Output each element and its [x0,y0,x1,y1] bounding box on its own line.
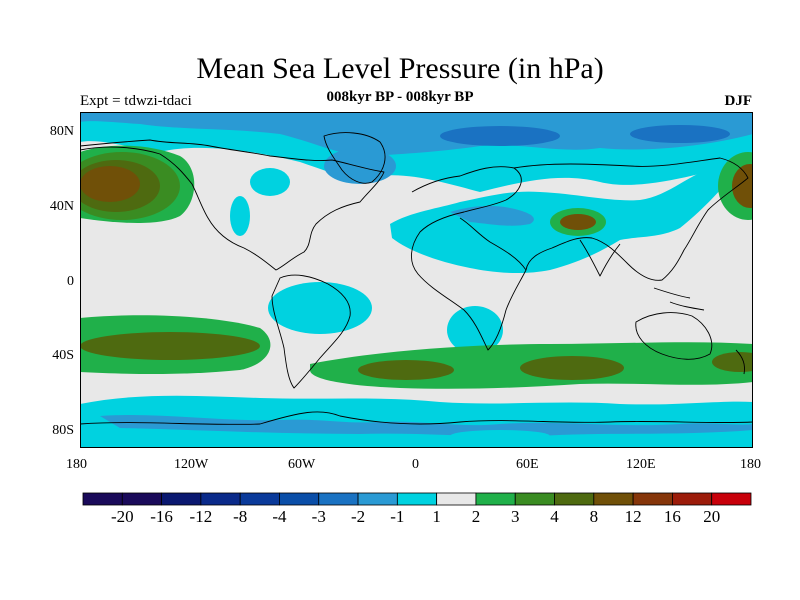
arctic-blue-band [80,112,753,156]
europe-blue-region [450,205,534,226]
colorbar-label: 8 [589,507,599,526]
pressure-map [80,112,753,448]
southern-africa-cyan [447,306,503,354]
coastlines [80,132,753,425]
colorbar-label: -4 [272,507,287,526]
colorbar-box [593,492,634,506]
antarctic-blue-belt [100,415,753,437]
map-subtitle: 008kyr BP - 008kyr BP [326,89,474,105]
canada-cyan-cell [250,168,290,196]
maritime-continent [653,287,705,311]
mid-atlantic-cyan [230,196,250,236]
new-zealand-coast [735,349,745,375]
colorbar-box [475,492,516,506]
southern-green-belt-west-core [80,332,260,360]
east-pacific-olive [732,164,753,208]
antarctica-coast [80,411,753,425]
colorbar-box [672,492,713,506]
y-tick-label: 0 [67,274,74,289]
tibet-brown-core [560,214,596,230]
map-frame [80,112,753,448]
colorbar-box [436,492,477,506]
colorbar-label: 1 [432,507,441,526]
colorbar-label: -16 [150,507,173,526]
x-tick-label: 120W [174,457,209,472]
indian-subcontinent [579,239,621,277]
x-tick-label: 120E [626,457,656,472]
colorbar [82,492,752,506]
x-tick-label: 60E [516,457,539,472]
greenland-coast [323,132,386,184]
colorbar-label: -3 [311,507,326,526]
colorbar-box [554,492,595,506]
y-tick-label: 80S [52,423,74,438]
season-label: DJF [724,93,753,109]
colorbar-box [318,492,359,506]
south-indian-olive [520,356,624,380]
colorbar-label: 3 [510,507,520,526]
colorbar-label: 12 [624,507,642,526]
colorbar-label: 2 [471,507,481,526]
colorbar-label: 20 [703,507,721,526]
north-pacific-brown-core [80,166,140,202]
x-tick-label: 0 [412,457,419,472]
asia-coast [513,157,749,281]
tasman-olive [712,352,753,372]
south-atlantic-olive [358,360,454,380]
x-tick-label: 180 [66,457,87,472]
south-america-coast [271,274,351,389]
colorbar-label: 16 [663,507,681,526]
colorbar-label: -12 [189,507,213,526]
colorbar-label: -1 [390,507,405,526]
colorbar-box [357,492,398,506]
colorbar-box [121,492,162,506]
australia-coast [635,312,713,360]
arctic-deep-blue-cell [630,125,730,143]
colorbar-box [200,492,241,506]
colorbar-label: 4 [550,507,559,526]
antarctic-cyan-pocket [450,430,550,442]
y-tick-label: 40N [49,199,74,214]
arctic-deep-blue-cell [440,126,560,146]
experiment-label: Expt = tdwzi-tdaci [80,93,192,109]
x-tick-label: 60W [288,457,316,472]
colorbar-label: -20 [110,507,134,526]
map-title: Mean Sea Level Pressure (in hPa) [196,52,604,85]
colorbar-box [161,492,202,506]
colorbar-box [396,492,438,506]
colorbar-label: -2 [350,507,366,526]
y-tick-label: 40S [52,348,74,363]
colorbar-box [514,492,555,506]
colorbar-box [279,492,320,506]
colorbar-box [82,492,123,506]
y-tick-label: 80N [49,124,74,139]
north-america-coast [80,139,385,271]
x-tick-label: 180 [740,457,761,472]
colorbar-label: -8 [233,507,248,526]
tropical-atlantic-cyan [268,282,372,334]
colorbar-box [711,492,752,506]
colorbar-box [632,492,673,506]
colorbar-box [239,492,280,506]
southern-ocean-cyan-belt [80,395,753,448]
greenland-blue-cell [324,148,396,184]
